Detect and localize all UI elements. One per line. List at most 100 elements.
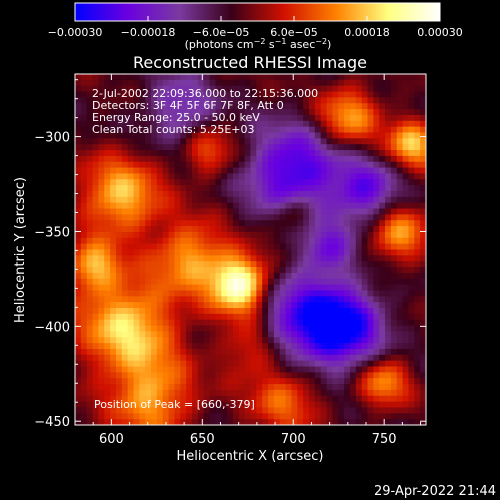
heatmap-cell — [355, 237, 363, 245]
heatmap-cell — [197, 261, 205, 268]
heatmap-cell — [180, 360, 187, 367]
heatmap-cell — [162, 378, 169, 385]
heatmap-cell — [420, 167, 426, 174]
heatmap-cell — [174, 120, 181, 128]
heatmap-cell — [145, 220, 152, 227]
heatmap-cell — [344, 331, 351, 338]
heatmap-cell — [115, 173, 123, 180]
heatmap-cell — [338, 272, 345, 280]
heatmap-cell — [110, 167, 117, 174]
heatmap-cell — [209, 419, 216, 425]
heatmap-cell — [244, 138, 251, 145]
heatmap-cell — [238, 114, 246, 122]
heatmap-cell — [420, 202, 426, 209]
heatmap-cell — [174, 290, 181, 297]
heatmap-cell — [285, 384, 292, 391]
heatmap-cell — [396, 413, 403, 420]
heatmap-cell — [80, 97, 88, 104]
heatmap-cell — [215, 243, 222, 250]
heatmap-cell — [162, 249, 169, 256]
heatmap-cell — [80, 255, 88, 262]
heatmap-cell — [186, 79, 193, 87]
heatmap-cell — [127, 348, 134, 356]
heatmap-cell — [361, 231, 368, 239]
heatmap-cell — [279, 354, 286, 362]
heatmap-cell — [145, 389, 152, 397]
heatmap-cell — [256, 138, 263, 145]
heatmap-cell — [115, 360, 123, 367]
heatmap-cell — [75, 79, 82, 87]
heatmap-cell — [86, 267, 93, 274]
heatmap-cell — [133, 155, 140, 163]
heatmap-cell — [256, 407, 263, 414]
heatmap-cell — [197, 267, 205, 274]
heatmap-cell — [115, 378, 123, 385]
heatmap-cell — [303, 155, 310, 163]
heatmap-cell — [145, 85, 152, 92]
heatmap-cell — [402, 267, 409, 274]
heatmap-cell — [104, 272, 111, 280]
heatmap-cell — [379, 173, 386, 180]
heatmap-cell — [285, 261, 292, 268]
heatmap-cell — [221, 267, 228, 274]
heatmap-cell — [297, 109, 304, 116]
heatmap-cell — [309, 208, 316, 215]
heatmap-cell — [285, 372, 292, 379]
heatmap-cell — [262, 389, 269, 397]
heatmap-cell — [355, 103, 363, 110]
heatmap-cell — [139, 208, 146, 215]
heatmap-cell — [349, 85, 357, 92]
heatmap-cell — [115, 220, 123, 227]
heatmap-cell — [262, 413, 269, 420]
heatmap-cell — [379, 202, 386, 209]
heatmap-cell — [273, 79, 281, 87]
heatmap-cell — [361, 343, 368, 350]
heatmap-cell — [227, 325, 234, 332]
heatmap-cell — [349, 196, 357, 204]
heatmap-cell — [139, 296, 146, 303]
heatmap-cell — [98, 296, 105, 303]
heatmap-cell — [390, 109, 398, 116]
heatmap-cell — [192, 179, 199, 186]
heatmap-cell — [326, 214, 333, 221]
heatmap-cell — [414, 103, 421, 110]
heatmap-cell — [121, 261, 129, 268]
heatmap-cell — [244, 179, 251, 186]
heatmap-cell — [268, 360, 275, 367]
heatmap-cell — [80, 79, 88, 87]
heatmap-cell — [168, 325, 175, 332]
heatmap-cell — [285, 360, 292, 367]
heatmap-cell — [279, 290, 286, 297]
heatmap-cell — [232, 144, 240, 151]
heatmap-cell — [174, 196, 181, 204]
heatmap-cell — [332, 97, 339, 104]
heatmap-cell — [115, 302, 123, 309]
heatmap-cell — [408, 167, 415, 174]
heatmap-cell — [244, 308, 251, 315]
heatmap-cell — [355, 401, 363, 408]
heatmap-cell — [320, 120, 327, 128]
heatmap-cell — [98, 74, 105, 81]
heatmap-cell — [197, 343, 205, 350]
heatmap-cell — [344, 267, 351, 274]
heatmap-cell — [215, 360, 222, 367]
heatmap-cell — [379, 272, 386, 280]
heatmap-cell — [273, 313, 281, 321]
heatmap-cell — [262, 161, 269, 168]
heatmap-cell — [402, 354, 409, 362]
heatmap-cell — [180, 208, 187, 215]
heatmap-cell — [379, 249, 386, 256]
heatmap-cell — [309, 249, 316, 256]
heatmap-cell — [349, 360, 357, 367]
heatmap-cell — [355, 267, 363, 274]
heatmap-cell — [250, 202, 257, 209]
heatmap-cell — [227, 313, 234, 321]
heatmap-cell — [203, 348, 210, 356]
heatmap-cell — [110, 348, 117, 356]
heatmap-cell — [192, 372, 199, 379]
heatmap-cell — [303, 214, 310, 221]
heatmap-cell — [203, 97, 210, 104]
heatmap-cell — [162, 144, 169, 151]
heatmap-cell — [133, 243, 140, 250]
heatmap-cell — [250, 290, 257, 297]
